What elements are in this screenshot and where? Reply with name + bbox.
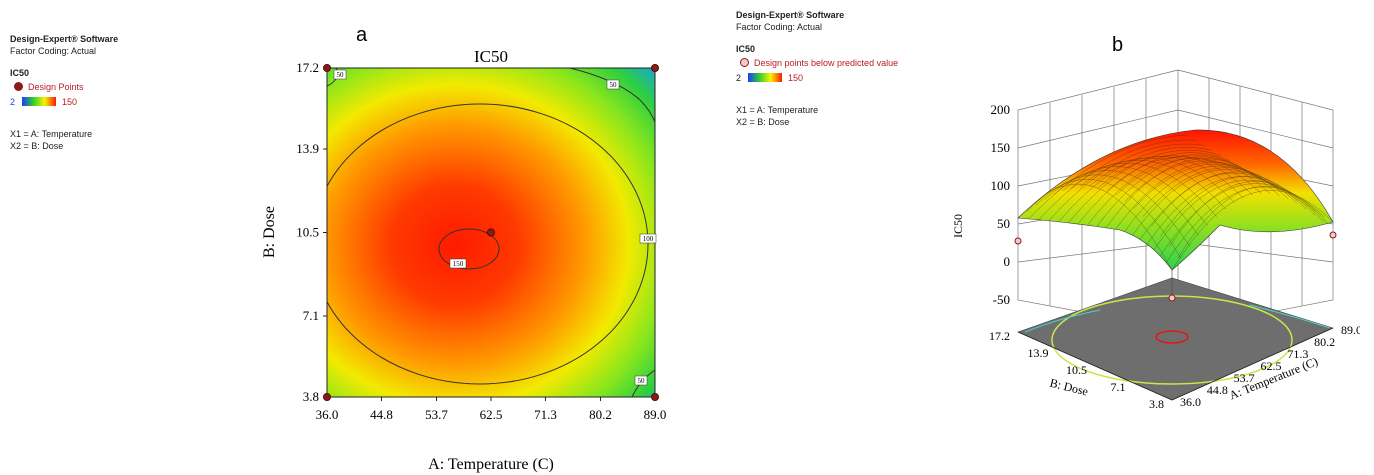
y-tick-label: 13.9 [296, 141, 319, 156]
z-tick-label: 50 [997, 216, 1010, 231]
y-tick-label: 10.5 [296, 225, 319, 240]
x-tick-label: 53.7 [1234, 371, 1255, 385]
design-point [650, 392, 659, 401]
x-tick-label: 62.5 [1261, 359, 1282, 373]
x-tick-label: 80.2 [1314, 335, 1335, 349]
floor-contour-inner [1155, 330, 1189, 344]
color-scale-bar [747, 73, 782, 82]
design-point [323, 392, 332, 401]
design-point [323, 63, 332, 72]
contour-label: 100 [643, 235, 654, 243]
y-tick-label: 17.2 [989, 329, 1010, 343]
y-tick-label: 7.1 [303, 308, 319, 323]
y-tick-label: 3.8 [303, 389, 319, 404]
x-tick-label: 62.5 [480, 407, 503, 422]
contour-label: 150 [453, 260, 464, 268]
z-tick-label: 0 [1004, 254, 1011, 269]
z-tick-label: 200 [991, 102, 1011, 117]
x-tick-label: 80.2 [589, 407, 612, 422]
software-name: Design-Expert® Software [10, 34, 119, 44]
contour-line-150 [438, 228, 500, 270]
panel-letter-b: b [1112, 34, 1124, 56]
y-tick-label: 10.5 [1066, 363, 1087, 377]
plot-title: IC50 [474, 47, 508, 66]
design-point [650, 63, 659, 72]
scale-min: 2 [10, 97, 16, 107]
x-axis-label: A: Temperature (C) [428, 456, 554, 473]
info-block-b: Design-Expert® Software Factor Coding: A… [736, 9, 898, 128]
software-name: Design-Expert® Software [736, 10, 845, 20]
contour-label: 50 [610, 81, 618, 89]
y-tick-label: 3.8 [1149, 397, 1164, 411]
info-block-a: Design-Expert® Software Factor Coding: A… [10, 33, 118, 152]
design-point-icon [14, 82, 23, 91]
x-tick-label: 71.3 [534, 407, 557, 422]
y-axis-label: B: Dose [261, 206, 278, 258]
contour-plot: IC50 50 50 100 150 50 36.0 44.8 53.7 62.5 71… [261, 47, 667, 473]
contour-line-100 [327, 103, 649, 385]
design-point-below [1168, 294, 1176, 302]
scale-max: 150 [62, 97, 78, 107]
design-points-label: Design Points [28, 82, 84, 92]
factor-coding: Factor Coding: Actual [10, 46, 97, 56]
y-tick-label: 17.2 [296, 60, 319, 75]
contour-label: 50 [638, 377, 646, 385]
y-axis-label: B: Dose [1048, 376, 1089, 399]
design-point-below-icon [740, 58, 749, 67]
y-tick-label: 13.9 [1028, 346, 1049, 360]
response-name: IC50 [10, 68, 30, 78]
design-point-below [1329, 231, 1337, 239]
design-point-below [1014, 237, 1022, 245]
scale-min: 2 [736, 73, 742, 83]
factor-x2: X2 = B: Dose [10, 141, 64, 151]
surface-plot: 200 150 100 50 0 -50 IC50 89.0 80.2 71.3 62.5 53.… [951, 69, 1360, 411]
factor-x1: X1 = A: Temperature [10, 129, 93, 139]
z-tick-label: -50 [993, 292, 1010, 307]
x-tick-label: 36.0 [316, 407, 339, 422]
factor-coding: Factor Coding: Actual [736, 22, 823, 32]
design-points-label: Design points below predicted value [754, 58, 899, 68]
design-point [486, 228, 495, 237]
scale-max: 150 [788, 73, 804, 83]
z-axis-label: IC50 [951, 214, 965, 238]
y-tick-label: 7.1 [1111, 380, 1126, 394]
x-tick-label: 44.8 [1207, 383, 1228, 397]
x-tick-label: 89.0 [644, 407, 667, 422]
x-tick-label: 53.7 [425, 407, 448, 422]
color-scale-bar [21, 97, 56, 106]
panel-letter-a: a [356, 24, 368, 46]
z-tick-label: 100 [991, 178, 1011, 193]
contour-label: 50 [337, 71, 345, 79]
factor-x2: X2 = B: Dose [736, 117, 790, 127]
response-name: IC50 [736, 44, 756, 54]
x-tick-label: 89.0 [1341, 323, 1360, 337]
x-tick-label: 71.3 [1287, 347, 1308, 361]
factor-x1: X1 = A: Temperature [736, 105, 819, 115]
z-tick-label: 150 [991, 140, 1011, 155]
x-tick-label: 44.8 [370, 407, 393, 422]
x-tick-label: 36.0 [1180, 395, 1201, 409]
response-surface [1017, 129, 1334, 271]
contour-line-50-topright [569, 68, 655, 123]
